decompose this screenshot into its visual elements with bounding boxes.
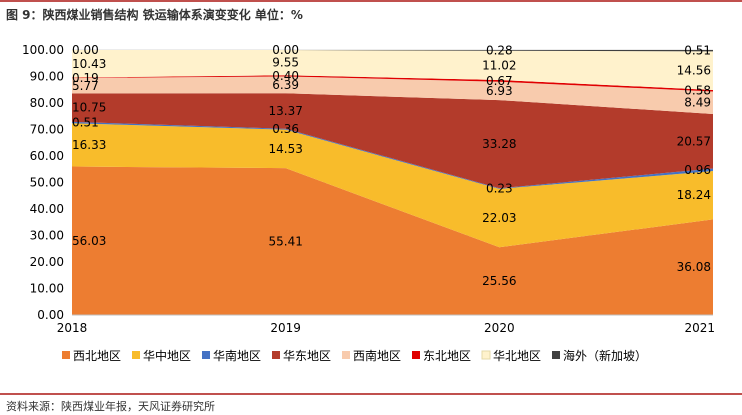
legend-label: 华中地区 [143, 348, 191, 363]
y-tick-label: 30.00 [30, 229, 64, 243]
legend-label: 海外（新加坡） [563, 348, 647, 363]
legend-label: 西北地区 [73, 349, 121, 363]
legend-label: 华东地区 [283, 349, 331, 363]
area-4 [72, 76, 713, 114]
legend-swatch [132, 351, 140, 359]
data-label: 0.96 [684, 163, 711, 177]
legend-swatch [412, 351, 420, 359]
legend-swatch [552, 351, 560, 359]
area-7 [72, 49, 713, 52]
y-tick-label: 80.00 [30, 96, 64, 110]
data-label: 0.40 [272, 69, 299, 83]
y-tick-label: 70.00 [30, 123, 64, 137]
area-6 [72, 49, 713, 90]
legend-swatch [272, 351, 280, 359]
data-label: 16.33 [72, 138, 106, 152]
data-label: 6.93 [486, 84, 513, 98]
y-tick-label: 10.00 [30, 282, 64, 296]
data-label: 18.24 [677, 188, 711, 202]
figure-title-bar: 图 9：陕西煤业销售结构 铁运输体系演变变化 单位：% [0, 0, 742, 24]
legend-label: 华北地区 [493, 349, 541, 363]
data-label: 0.58 [684, 84, 711, 98]
data-label: 0.51 [684, 44, 711, 58]
data-label: 55.41 [268, 235, 302, 249]
x-tick-label: 2020 [484, 321, 515, 335]
legend-swatch [342, 351, 350, 359]
data-label: 10.43 [72, 57, 106, 71]
data-label: 6.39 [272, 78, 299, 92]
figure-title: 图 9：陕西煤业销售结构 铁运输体系演变变化 单位：% [6, 8, 303, 22]
data-label: 14.56 [677, 64, 711, 78]
data-label: 0.36 [272, 122, 299, 136]
legend-label: 东北地区 [423, 349, 471, 363]
data-label: 0.67 [486, 74, 513, 88]
data-label: 22.03 [482, 211, 516, 225]
legend-swatch [481, 350, 491, 360]
data-label: 0.51 [72, 116, 99, 130]
data-label: 11.02 [482, 58, 516, 72]
data-label: 0.00 [272, 43, 299, 57]
y-tick-label: 40.00 [30, 202, 64, 216]
y-tick-label: 50.00 [30, 176, 64, 190]
legend-swatch [202, 351, 210, 359]
legend-label: 华南地区 [213, 348, 261, 363]
area-3 [72, 93, 713, 189]
data-label: 8.49 [684, 96, 711, 110]
area-0 [72, 166, 713, 315]
y-tick-label: 100.00 [22, 43, 64, 57]
y-tick-label: 20.00 [30, 255, 64, 269]
y-tick-label: 0.00 [37, 308, 64, 322]
x-tick-label: 2018 [57, 321, 88, 335]
data-label: 0.23 [486, 182, 513, 196]
data-label: 0.00 [72, 43, 99, 57]
legend-label: 西南地区 [353, 348, 401, 363]
data-label: 33.28 [482, 137, 516, 151]
data-label: 25.56 [482, 274, 516, 288]
area-1 [72, 123, 713, 248]
stacked-area-chart: 0.00 10.00 20.00 30.00 40.00 50.00 60.00 70.00 8… [22, 43, 715, 363]
x-tick-label: 2019 [270, 321, 301, 335]
data-label: 36.08 [677, 260, 711, 274]
data-label: 5.77 [72, 79, 99, 93]
legend-swatch [62, 351, 70, 359]
data-label: 10.75 [72, 101, 106, 115]
data-label: 9.55 [272, 56, 299, 70]
source-note: 资料来源：陕西煤业年报，天风证券研究所 [6, 400, 215, 413]
data-label: 20.57 [677, 134, 711, 148]
data-label: 0.28 [486, 43, 513, 57]
data-label: 0.19 [72, 71, 99, 85]
footer-divider [0, 393, 742, 395]
y-tick-label: 90.00 [30, 70, 64, 84]
area-5 [72, 75, 713, 92]
y-tick-label: 60.00 [30, 149, 64, 163]
data-label: 56.03 [72, 234, 106, 248]
x-tick-label: 2021 [684, 321, 715, 335]
data-label: 14.53 [268, 142, 302, 156]
data-label: 13.37 [268, 104, 302, 118]
